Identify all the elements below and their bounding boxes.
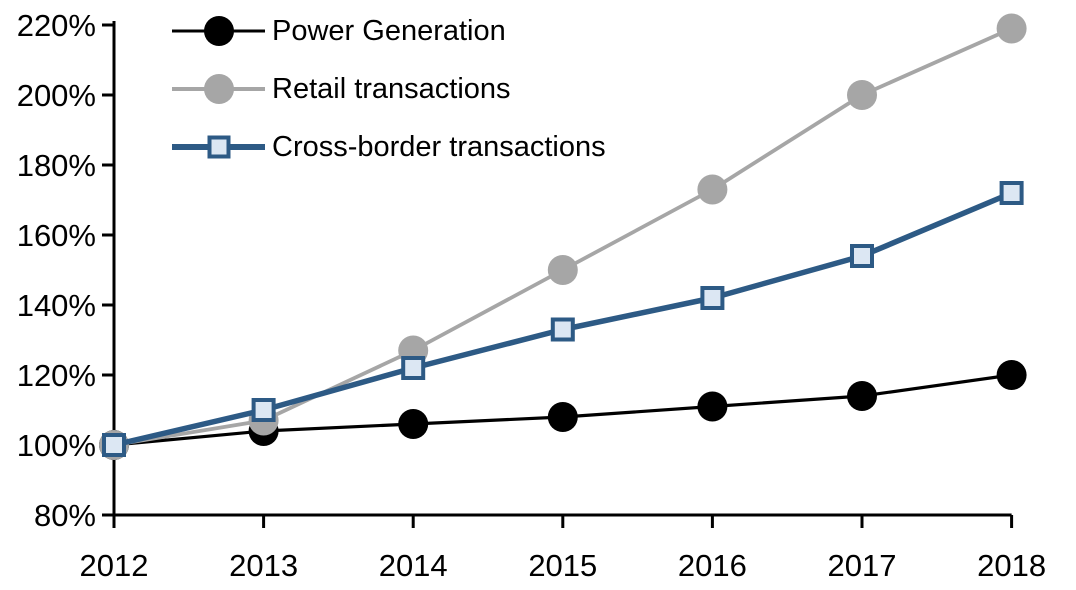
series-power-generation: [99, 360, 1027, 460]
data-point-square: [700, 286, 725, 310]
circle-marker-icon: [203, 74, 234, 104]
x-tick-label: 2014: [379, 548, 448, 583]
y-axis-ticks-labels: 80% 100% 120% 140% 160% 180% 200% 220%: [17, 8, 114, 533]
legend-sample-cross-border-transactions: [172, 129, 265, 165]
y-tick-label: 220%: [17, 8, 96, 43]
data-point-circle: [697, 391, 728, 422]
x-tick-label: 2013: [229, 548, 298, 583]
x-tick-label: 2015: [528, 548, 597, 583]
data-point-square: [251, 398, 276, 422]
x-tick-label: 2017: [828, 548, 897, 583]
legend-item-cross-border-transactions: Cross-border transactions: [172, 129, 606, 165]
y-tick-label: 160%: [17, 218, 96, 253]
x-tick-label: 2012: [80, 548, 149, 583]
data-point-circle: [547, 402, 578, 432]
circle-marker-icon: [203, 16, 234, 46]
legend-label: Cross-border transactions: [272, 131, 606, 163]
x-axis-ticks-labels: 2012 2013 2014 2015 2016 2017 2018: [80, 515, 1046, 583]
data-point-square: [401, 356, 426, 380]
y-tick-label: 200%: [17, 78, 96, 113]
data-point-circle: [398, 409, 429, 439]
x-tick-label: 2016: [678, 548, 747, 583]
y-tick-label: 80%: [34, 498, 96, 533]
series-cross-border-transactions: [102, 181, 1024, 457]
square-marker-icon: [207, 135, 230, 159]
y-tick-label: 120%: [17, 358, 96, 393]
data-point-circle: [547, 255, 578, 285]
data-point-circle: [996, 13, 1027, 44]
y-tick-label: 140%: [17, 288, 96, 323]
data-point-circle: [847, 80, 877, 110]
data-point-circle: [697, 174, 728, 205]
data-point-square: [850, 244, 874, 268]
legend-item-power-generation: Power Generation: [172, 13, 506, 49]
data-point-circle: [847, 381, 877, 411]
legend-sample-retail-transactions: [172, 71, 265, 107]
legend-label: Power Generation: [272, 15, 506, 47]
x-tick-label: 2018: [977, 548, 1046, 583]
legend-label: Retail transactions: [272, 73, 511, 105]
y-tick-label: 100%: [17, 428, 96, 463]
data-point-square: [999, 181, 1024, 205]
legend-item-retail-transactions: Retail transactions: [172, 71, 511, 107]
data-point-circle: [996, 360, 1027, 390]
y-tick-label: 180%: [17, 148, 96, 183]
legend-sample-power-generation: [172, 13, 265, 49]
data-point-square: [550, 317, 575, 342]
data-point-square: [102, 433, 126, 457]
